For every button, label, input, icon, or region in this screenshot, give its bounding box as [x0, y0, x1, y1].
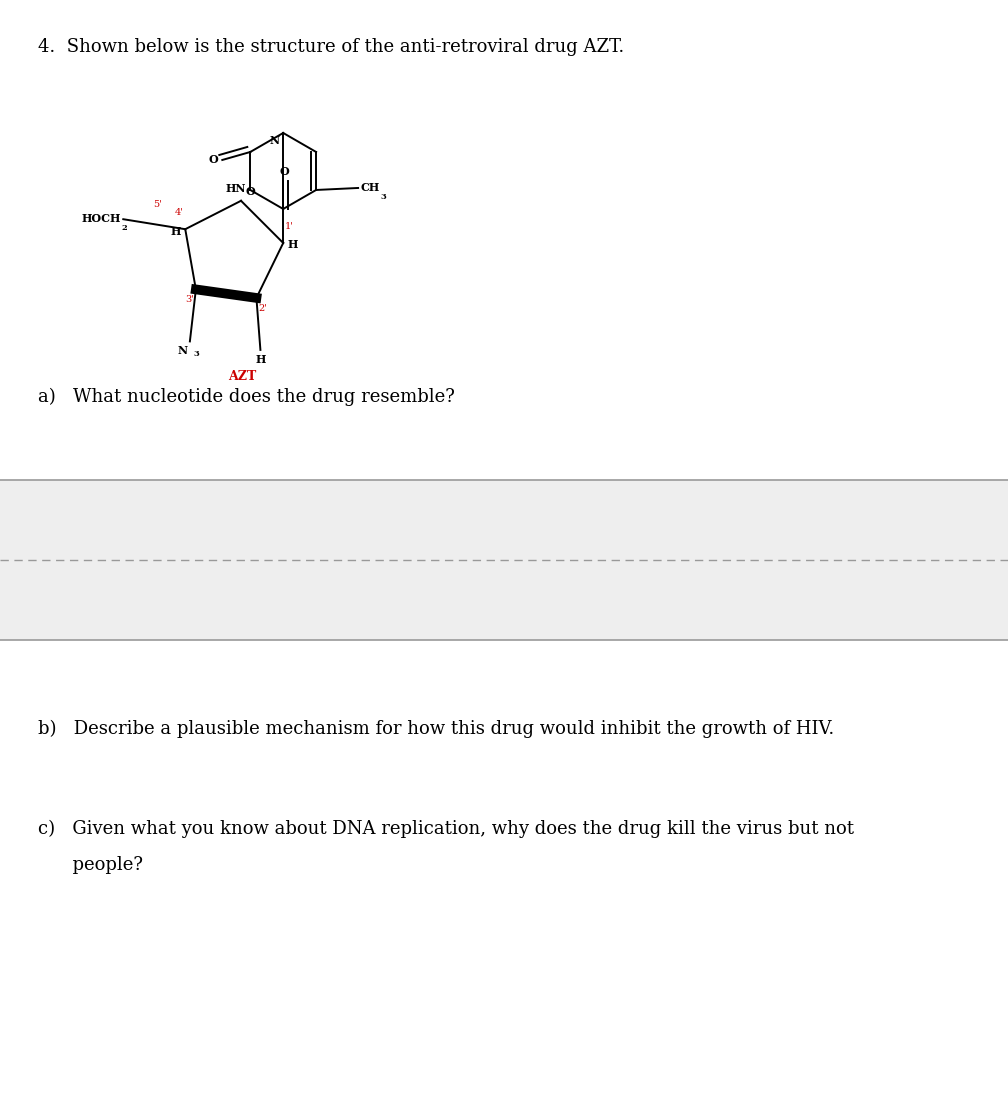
Text: 5': 5' [153, 200, 161, 209]
Text: 2: 2 [121, 224, 127, 232]
Text: c)   Given what you know about DNA replication, why does the drug kill the virus: c) Given what you know about DNA replica… [38, 820, 854, 838]
Text: H: H [287, 240, 297, 251]
Text: O: O [245, 186, 255, 197]
Text: O: O [209, 154, 219, 165]
Text: O: O [279, 166, 289, 177]
Bar [0, 480, 1008, 640]
Text: 3: 3 [380, 193, 386, 201]
Text: 3: 3 [194, 350, 200, 359]
Text: HOCH: HOCH [82, 212, 121, 223]
Text: a)   What nucleotide does the drug resemble?: a) What nucleotide does the drug resembl… [38, 388, 455, 406]
Text: HN: HN [226, 184, 246, 195]
Text: 4.  Shown below is the structure of the anti-retroviral drug AZT.: 4. Shown below is the structure of the a… [38, 38, 624, 56]
Text: b)   Describe a plausible mechanism for how this drug would inhibit the growth o: b) Describe a plausible mechanism for ho… [38, 720, 835, 738]
Text: 4': 4' [174, 208, 183, 218]
Text: CH: CH [360, 183, 379, 194]
Text: 1': 1' [285, 222, 294, 231]
Text: H: H [255, 354, 265, 365]
Text: N: N [269, 135, 279, 146]
Text: AZT: AZT [228, 370, 256, 383]
Text: 3': 3' [184, 295, 194, 304]
Text: H: H [171, 225, 181, 236]
Text: people?: people? [38, 856, 143, 874]
Text: 2': 2' [258, 304, 267, 313]
Text: N: N [177, 346, 187, 357]
